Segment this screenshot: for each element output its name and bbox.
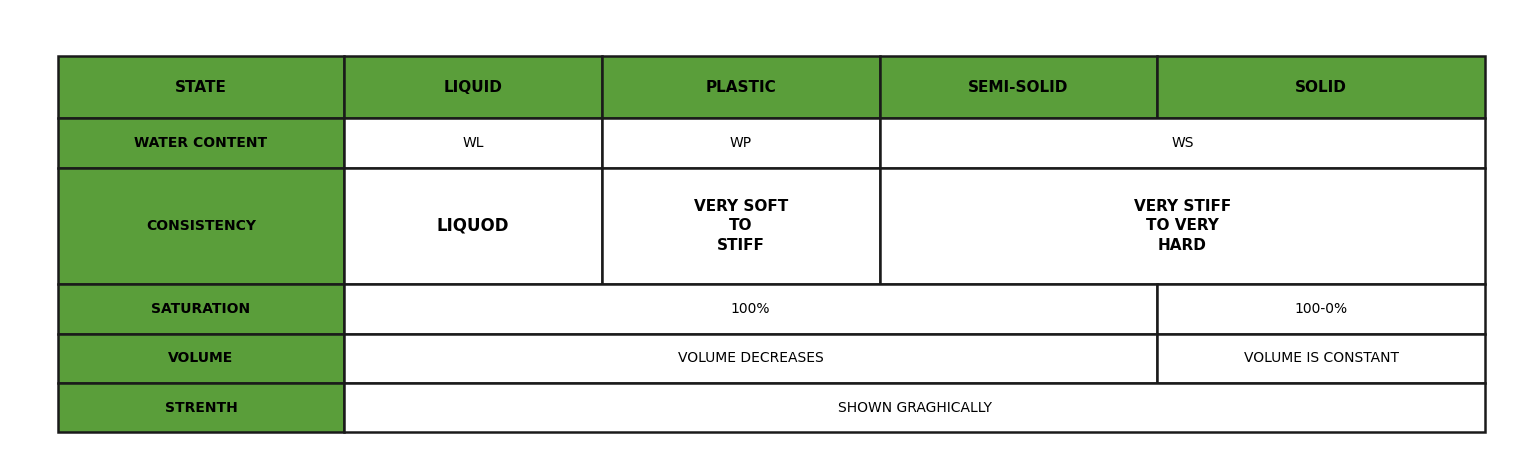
Bar bbox=[1157, 334, 1485, 383]
Text: 100%: 100% bbox=[730, 302, 770, 316]
Text: WP: WP bbox=[730, 136, 752, 150]
Text: VERY SOFT
TO
STIFF: VERY SOFT TO STIFF bbox=[694, 199, 788, 253]
Text: 100-0%: 100-0% bbox=[1294, 302, 1348, 316]
Text: SHOWN GRAGHICALLY: SHOWN GRAGHICALLY bbox=[837, 401, 992, 415]
Text: PLASTIC: PLASTIC bbox=[706, 80, 776, 95]
Text: CONSISTENCY: CONSISTENCY bbox=[147, 219, 257, 233]
Text: WATER CONTENT: WATER CONTENT bbox=[134, 136, 267, 150]
Bar bbox=[602, 56, 880, 118]
Bar bbox=[344, 383, 1485, 432]
Bar bbox=[344, 168, 602, 284]
Bar bbox=[58, 383, 344, 432]
Text: STATE: STATE bbox=[176, 80, 226, 95]
Text: WL: WL bbox=[463, 136, 484, 150]
Bar bbox=[58, 334, 344, 383]
Bar bbox=[602, 168, 880, 284]
Bar bbox=[1157, 56, 1485, 118]
Text: SOLID: SOLID bbox=[1296, 80, 1348, 95]
Bar bbox=[58, 118, 344, 168]
Bar bbox=[880, 118, 1485, 168]
Text: VOLUME: VOLUME bbox=[168, 351, 234, 365]
Bar bbox=[1157, 284, 1485, 334]
Bar bbox=[344, 284, 1157, 334]
Text: LIQUOD: LIQUOD bbox=[437, 217, 509, 235]
Text: LIQUID: LIQUID bbox=[443, 80, 503, 95]
Bar bbox=[880, 168, 1485, 284]
Bar bbox=[344, 118, 602, 168]
Bar bbox=[58, 168, 344, 284]
Text: STRENTH: STRENTH bbox=[165, 401, 237, 415]
Bar bbox=[602, 118, 880, 168]
Text: VOLUME DECREASES: VOLUME DECREASES bbox=[677, 351, 824, 365]
Text: SEMI-SOLID: SEMI-SOLID bbox=[969, 80, 1068, 95]
Bar bbox=[58, 284, 344, 334]
Bar bbox=[344, 56, 602, 118]
Text: SATURATION: SATURATION bbox=[151, 302, 251, 316]
Text: VERY STIFF
TO VERY
HARD: VERY STIFF TO VERY HARD bbox=[1134, 199, 1232, 253]
Bar bbox=[880, 56, 1157, 118]
Bar bbox=[58, 56, 344, 118]
Text: WS: WS bbox=[1170, 136, 1193, 150]
Text: VOLUME IS CONSTANT: VOLUME IS CONSTANT bbox=[1244, 351, 1398, 365]
Bar bbox=[344, 334, 1157, 383]
